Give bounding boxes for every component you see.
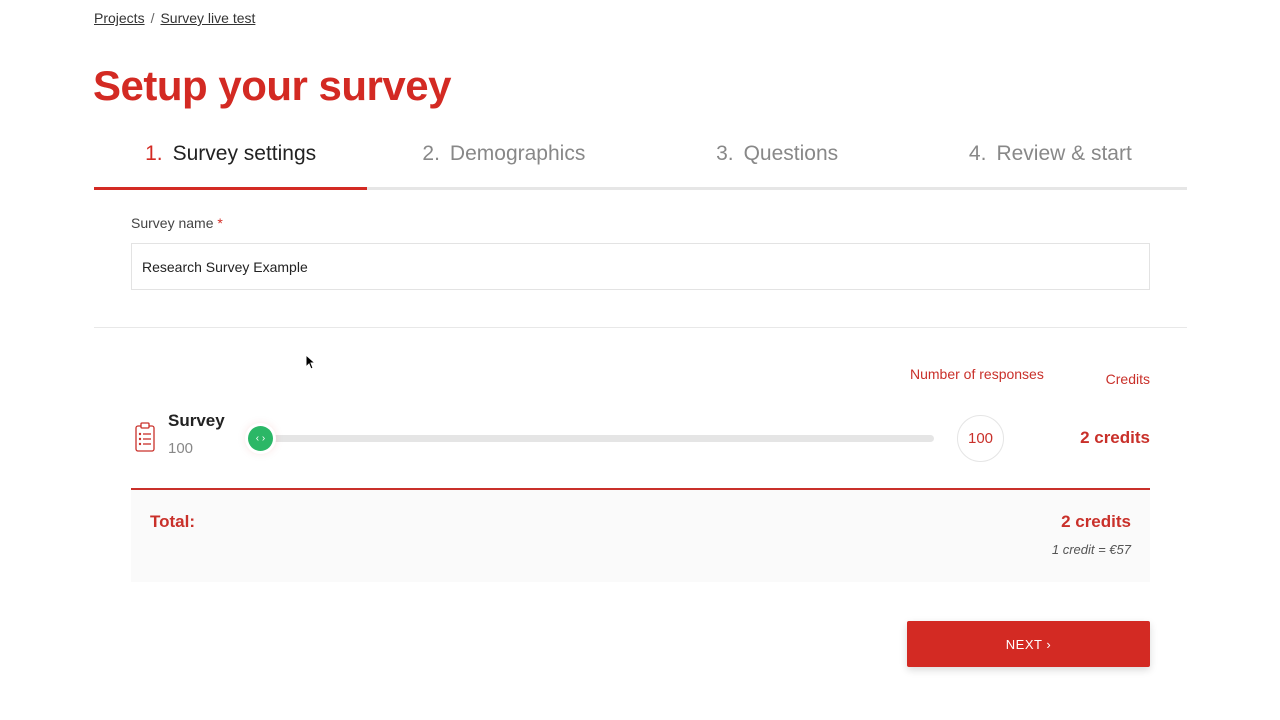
responses-slider-thumb[interactable]: ‹ › [248,426,273,451]
survey-name-label: Survey name * [131,215,223,231]
step-label: Questions [743,142,839,165]
step-number: 4. [968,142,987,165]
divider [94,327,1187,328]
chevron-right-icon: › [1046,636,1052,652]
responses-slider-track[interactable] [262,435,934,442]
next-button[interactable]: NEXT › [907,621,1150,667]
survey-name-label-text: Survey name [131,215,214,231]
step-label: Review & start [996,142,1132,165]
responses-value-bubble: 100 [957,415,1004,462]
mouse-cursor-icon [305,353,317,373]
breadcrumb-projects[interactable]: Projects [94,10,145,26]
survey-row-count: 100 [168,440,194,457]
breadcrumb: Projects / Survey live test [94,10,255,26]
step-label: Survey settings [172,142,317,165]
required-mark: * [217,215,223,231]
page-title: Setup your survey [93,62,451,109]
chevrons-left-right-icon: ‹ › [255,433,266,444]
breadcrumb-survey-live-test[interactable]: Survey live test [160,10,256,26]
step-tabs: 1. Survey settings 2. Demographics 3. Quest… [94,136,1187,190]
credit-rate: 1 credit = €57 [1051,542,1131,557]
responses-header: Number of responses [910,366,1044,382]
row-credits: 2 credits [1080,428,1150,447]
total-credits: 2 credits [1061,512,1131,531]
total-panel: Total: 2 credits 1 credit = €57 [131,488,1150,582]
breadcrumb-separator: / [150,10,155,26]
tab-survey-settings[interactable]: 1. Survey settings [94,136,368,190]
survey-name-input[interactable] [131,243,1150,290]
tab-demographics[interactable]: 2. Demographics [367,136,640,187]
step-number: 1. [145,142,163,165]
next-label: NEXT [1005,636,1043,652]
step-number: 3. [716,142,734,165]
tab-questions[interactable]: 3. Questions [641,136,914,187]
credits-header: Credits [1105,371,1150,387]
survey-row-name: Survey [168,411,225,430]
tab-review-start[interactable]: 4. Review & start [914,136,1187,187]
step-label: Demographics [449,142,586,165]
total-label: Total: [150,512,196,531]
step-number: 2. [422,142,440,165]
clipboard-list-icon [135,422,155,457]
